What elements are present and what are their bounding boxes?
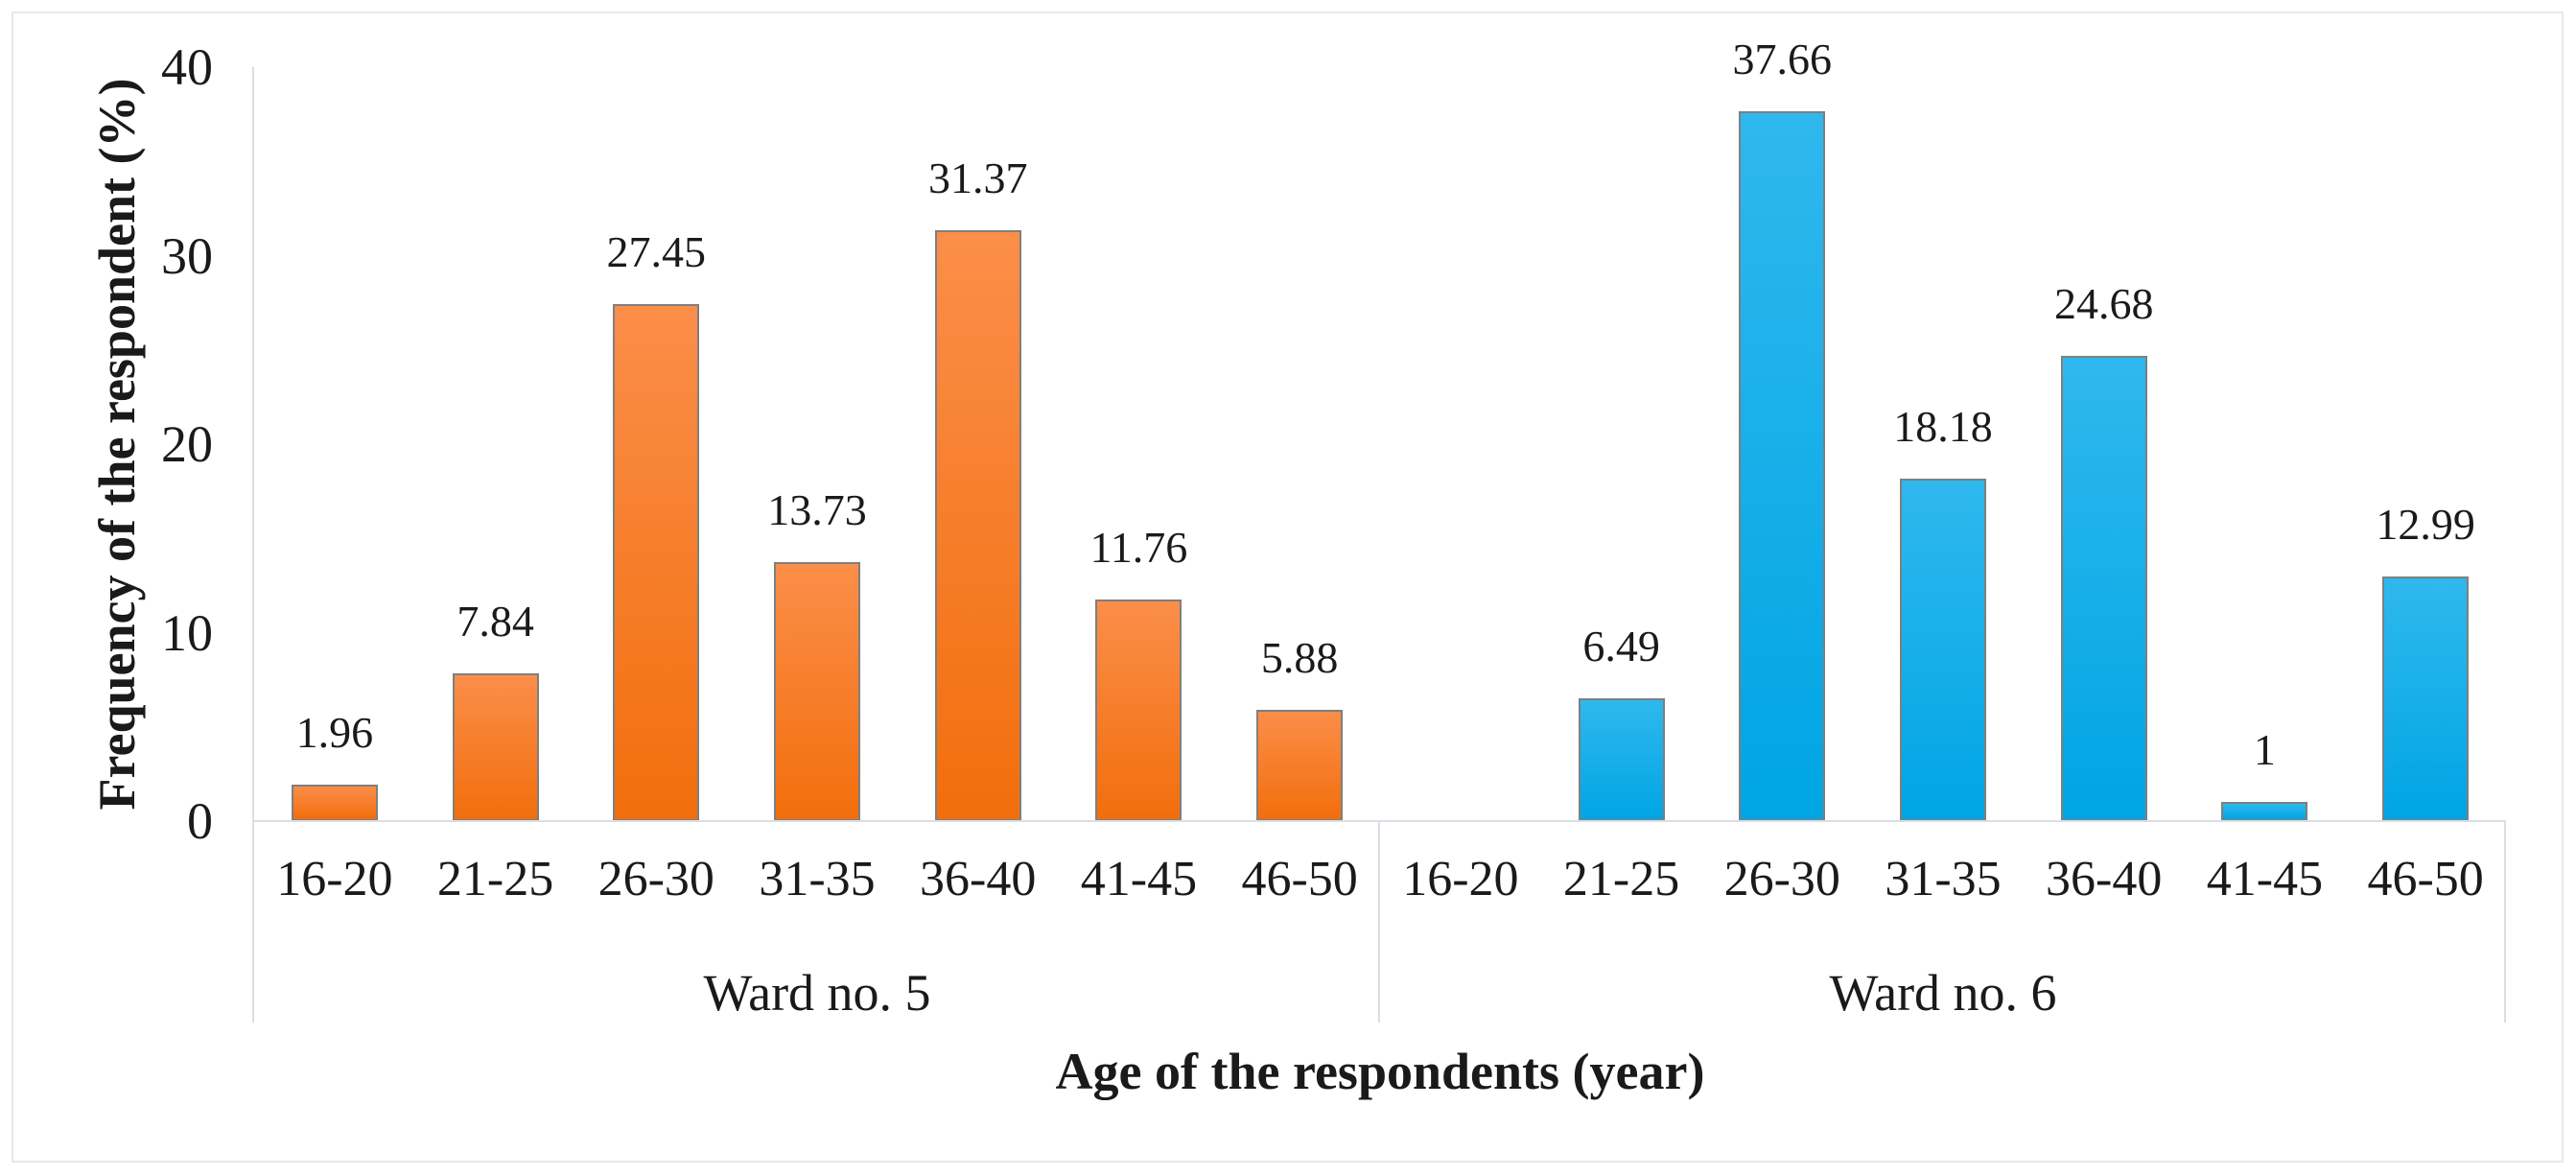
y-tick-label: 0 <box>187 792 213 850</box>
plot-area: 1.96 7.84 27.45 13.73 31.37 11.76 5.88 6.49 37.6… <box>254 35 2506 821</box>
bar-value-label: 18.18 <box>1893 401 1993 451</box>
bar <box>1739 110 1826 821</box>
category-label: 31-35 <box>1885 852 2002 906</box>
bar-value-label: 5.88 <box>1260 633 1339 683</box>
bar-value-label: 31.37 <box>927 153 1028 202</box>
bar <box>291 784 378 821</box>
bar <box>1095 599 1183 821</box>
bar-value-label: 24.68 <box>2053 279 2154 329</box>
category-label: 36-40 <box>920 852 1037 906</box>
bar-value-label: 7.84 <box>457 596 534 646</box>
category-label: 21-25 <box>436 852 554 906</box>
category-label: 31-35 <box>759 852 876 906</box>
bar-value-label: 27.45 <box>606 226 707 276</box>
bar-value-label: 37.66 <box>1732 34 1833 83</box>
bar-value-label: 12.99 <box>2376 499 2475 549</box>
category-label: 46-50 <box>1241 852 1358 906</box>
bar <box>452 672 539 821</box>
category-label: 16-20 <box>1402 852 1519 906</box>
category-label: 41-45 <box>2206 852 2324 906</box>
x-axis-title: Age of the respondents (year) <box>1055 1043 1705 1100</box>
group-divider-line <box>1378 821 1380 1023</box>
y-tick-label: 20 <box>161 415 213 473</box>
x-axis-baseline <box>254 820 2506 822</box>
category-label: 16-20 <box>276 852 393 906</box>
category-label: 21-25 <box>1562 852 1680 906</box>
bar-value-label: 13.73 <box>767 485 867 535</box>
bar-value-label: 1.96 <box>295 707 374 757</box>
bar <box>2060 356 2147 821</box>
bar <box>934 229 1021 821</box>
y-tick-label: 10 <box>161 603 213 662</box>
y-tick-label: 30 <box>161 226 213 285</box>
y-axis-line <box>252 67 254 1023</box>
bar <box>613 303 700 821</box>
bar <box>2221 802 2308 821</box>
bar-value-label: 11.76 <box>1089 522 1188 572</box>
category-label: 36-40 <box>2046 852 2163 906</box>
bar <box>1900 478 1986 821</box>
bar-value-label: 1 <box>2253 725 2276 775</box>
bar <box>1256 710 1344 821</box>
category-label: 26-30 <box>597 852 714 906</box>
bar <box>774 562 860 821</box>
category-label: 26-30 <box>1723 852 1840 906</box>
group-label: Ward no. 5 <box>703 964 931 1022</box>
y-tick-label: 40 <box>161 38 213 96</box>
category-axis-end-line <box>2504 821 2506 1023</box>
group-label: Ward no. 6 <box>1829 964 2057 1022</box>
bar <box>2382 576 2470 821</box>
category-label: 41-45 <box>1080 852 1198 906</box>
bar <box>1578 698 1665 821</box>
bar-value-label: 6.49 <box>1582 622 1660 671</box>
category-label: 46-50 <box>2367 852 2484 906</box>
